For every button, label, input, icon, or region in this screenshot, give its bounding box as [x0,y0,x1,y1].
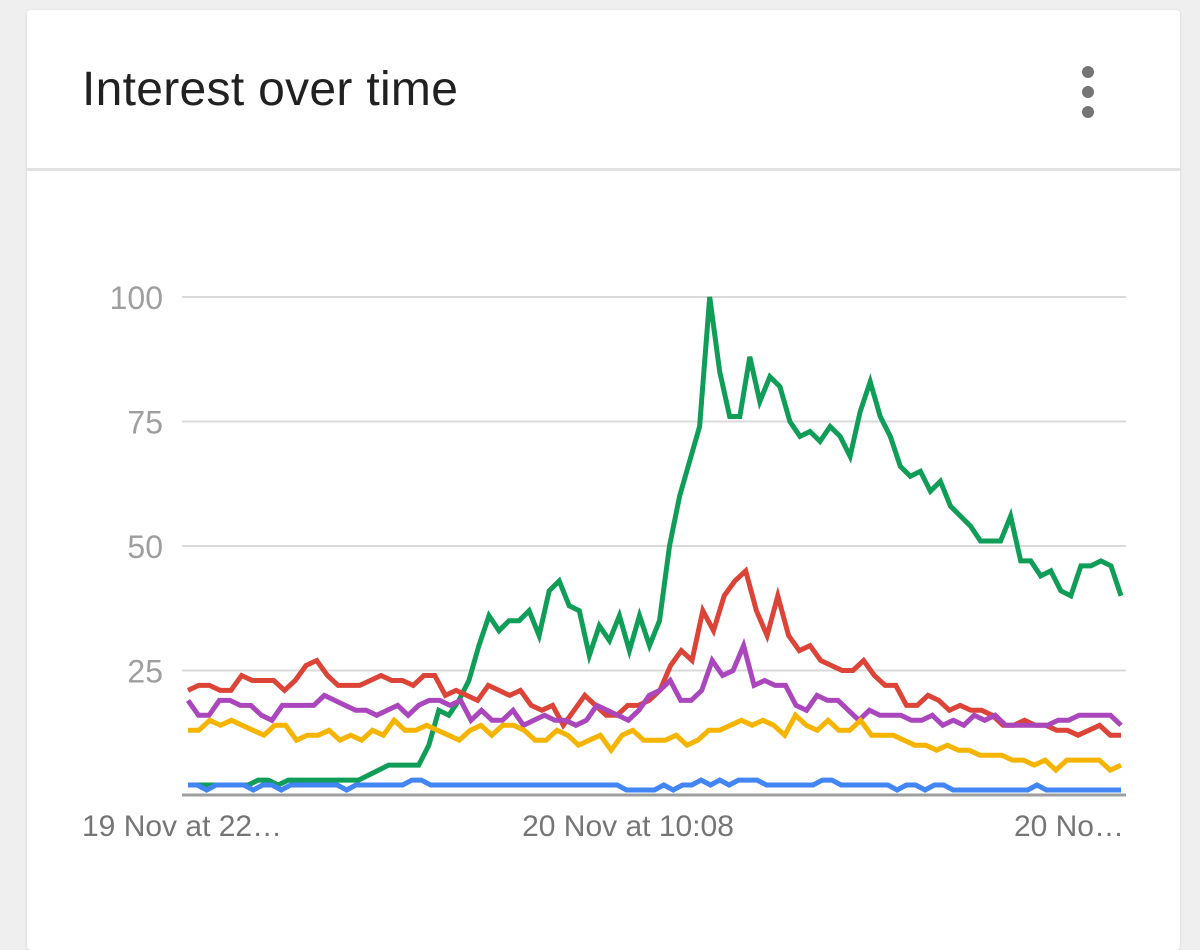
x-tick-label: 20 No… [1014,810,1124,843]
y-tick-label: 75 [127,405,163,441]
y-tick-label: 25 [127,654,163,690]
series-line-1[interactable] [188,296,1124,788]
more-vert-icon [1082,66,1094,118]
series-line-4[interactable] [188,711,1123,774]
series-line-2[interactable] [186,566,1121,738]
interest-over-time-card: Interest over time [27,10,1180,950]
x-tick-label: 19 Nov at 22… [82,810,282,843]
card-title: Interest over time [82,63,459,116]
x-tick-label: 20 Nov at 10:08 [522,810,734,843]
y-tick-label: 100 [110,280,163,316]
more-options-button[interactable] [1071,62,1105,122]
y-tick-label: 50 [127,529,163,565]
series-line-3[interactable] [185,637,1123,729]
card-header: Interest over time [27,10,1180,171]
series-line-5[interactable] [188,777,1121,793]
